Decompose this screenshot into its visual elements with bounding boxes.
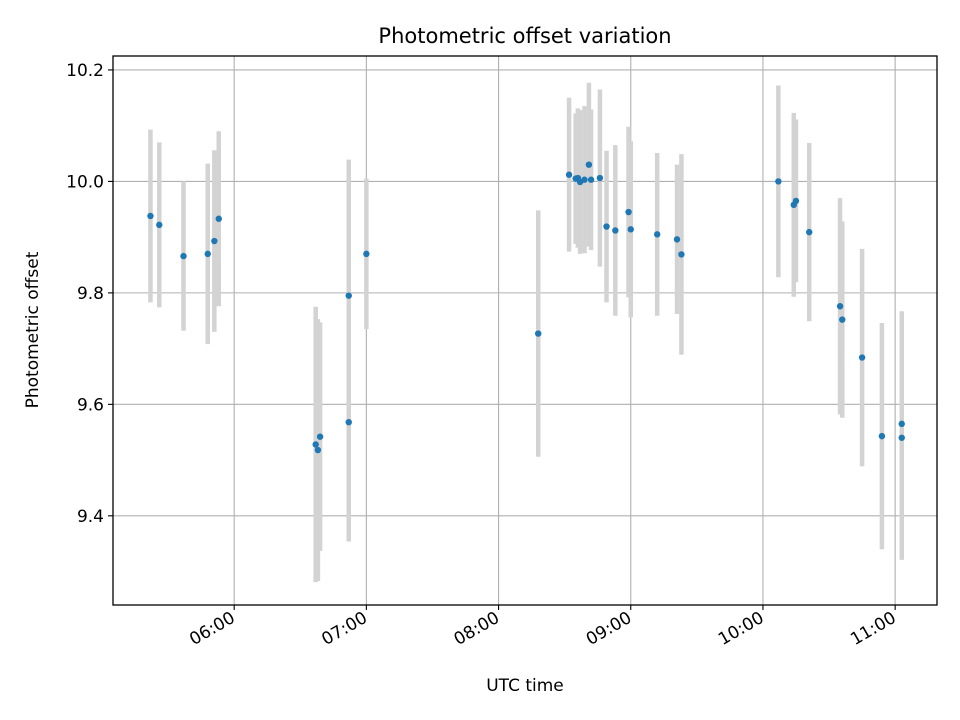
data-point — [898, 434, 905, 441]
data-point — [363, 250, 370, 258]
data-point — [587, 176, 595, 183]
data-point — [678, 251, 685, 258]
data-point — [314, 446, 322, 454]
data-point — [596, 174, 604, 182]
data-point — [345, 418, 352, 426]
data-point — [806, 228, 813, 236]
data-point — [180, 252, 187, 260]
data-point — [204, 250, 211, 258]
y-tick-label: 9.4 — [77, 507, 104, 527]
data-point — [211, 237, 218, 245]
data-point — [535, 330, 542, 337]
data-point — [345, 292, 352, 299]
data-point — [215, 215, 222, 222]
y-axis: 9.4 9.6 9.8 10.0 10.2 — [66, 61, 113, 527]
data-point — [625, 208, 632, 216]
data-point — [858, 354, 866, 361]
data-point — [839, 316, 846, 323]
data-point — [585, 161, 593, 168]
data-point — [565, 171, 573, 178]
y-tick-label: 10.0 — [66, 172, 104, 192]
data-point — [653, 231, 661, 238]
data-point — [878, 432, 886, 440]
y-tick-label: 9.8 — [77, 284, 104, 304]
data-point — [603, 223, 610, 230]
chart-title: Photometric offset variation — [378, 24, 671, 48]
data-point — [898, 420, 905, 428]
data-points — [147, 161, 905, 454]
y-axis-label: Photometric offset — [23, 251, 43, 408]
x-axis-label: UTC time — [486, 676, 564, 696]
data-point — [312, 441, 319, 448]
data-point — [147, 212, 154, 220]
data-point — [792, 197, 800, 205]
data-point — [836, 303, 844, 310]
data-point — [156, 221, 163, 229]
data-point — [316, 433, 324, 440]
data-point — [775, 178, 782, 185]
y-tick-label: 9.6 — [77, 395, 104, 415]
grid-lines — [113, 56, 937, 605]
y-tick-label: 10.2 — [66, 61, 104, 81]
data-point — [627, 226, 634, 233]
data-point — [612, 227, 619, 234]
data-point — [581, 176, 588, 183]
plot-frame — [112, 55, 938, 606]
data-point — [673, 236, 681, 243]
